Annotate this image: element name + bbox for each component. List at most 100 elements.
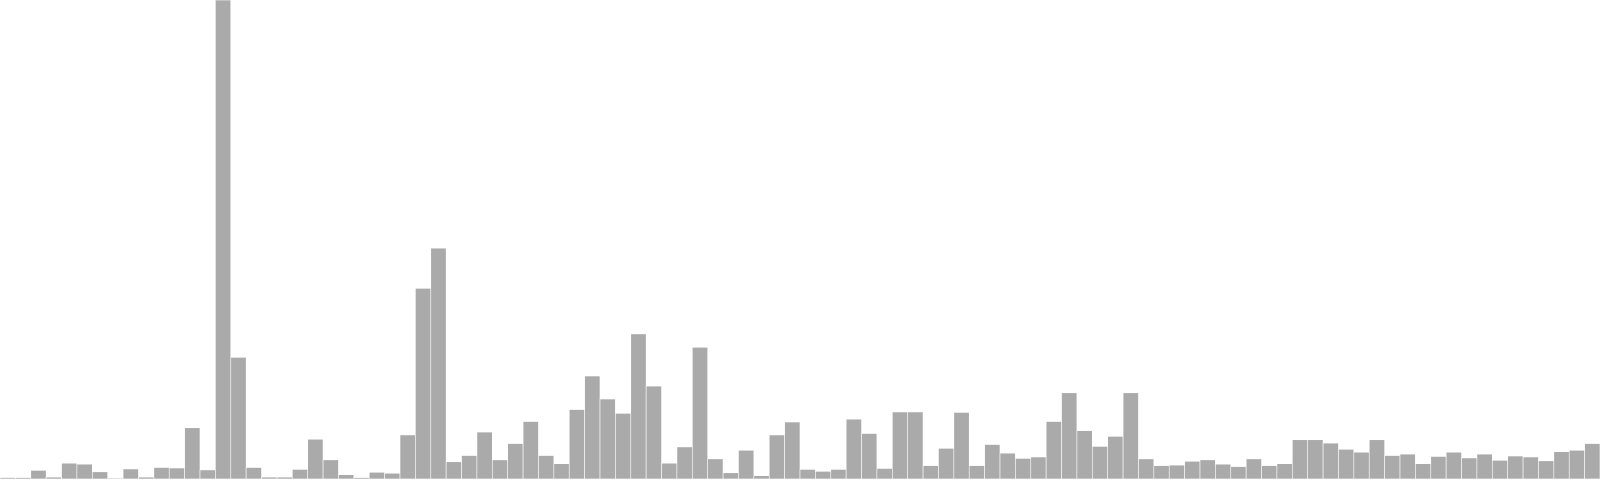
bar-95 xyxy=(1461,457,1478,480)
bar-31 xyxy=(476,431,493,480)
bar-72 xyxy=(1107,436,1124,480)
bar-82 xyxy=(1261,465,1278,480)
bar-84 xyxy=(1292,439,1308,480)
bar-43 xyxy=(661,462,678,480)
bar-42 xyxy=(645,385,662,480)
bar-11 xyxy=(168,467,185,480)
bar-46 xyxy=(707,458,724,480)
bar-56 xyxy=(861,433,878,480)
bar-4 xyxy=(61,462,78,480)
bar-71 xyxy=(1092,446,1108,480)
bar-94 xyxy=(1445,451,1462,480)
bar-30 xyxy=(461,455,478,480)
bar-36 xyxy=(553,463,570,480)
bar-86 xyxy=(1322,442,1339,480)
bar-90 xyxy=(1384,455,1401,480)
bar-15 xyxy=(230,357,247,480)
bar-9 xyxy=(138,476,155,480)
bar-34 xyxy=(522,421,539,480)
bar-53 xyxy=(815,471,832,480)
bar-103 xyxy=(1584,443,1600,480)
bar-73 xyxy=(1122,392,1139,480)
bar-59 xyxy=(907,411,924,480)
bar-20 xyxy=(307,438,324,480)
bar-2 xyxy=(30,470,47,480)
bar-7 xyxy=(107,477,124,480)
bar-96 xyxy=(1476,453,1493,480)
bar-99 xyxy=(1522,456,1539,480)
bar-10 xyxy=(153,467,170,480)
bar-80 xyxy=(1230,466,1247,480)
bar-66 xyxy=(1015,458,1032,480)
bar-63 xyxy=(968,465,985,480)
bar-29 xyxy=(445,461,462,480)
bar-83 xyxy=(1276,463,1293,480)
bar-85 xyxy=(1307,439,1324,480)
bar-88 xyxy=(1353,451,1370,480)
bar-52 xyxy=(799,469,816,480)
bar-0 xyxy=(0,477,16,480)
bar-81 xyxy=(1245,458,1262,480)
bar-17 xyxy=(261,476,278,480)
bar-62 xyxy=(953,412,970,480)
bar-37 xyxy=(568,409,585,480)
bar-65 xyxy=(999,452,1016,480)
bar-44 xyxy=(676,446,693,480)
bar-51 xyxy=(784,421,801,480)
bar-77 xyxy=(1184,460,1201,480)
bar-74 xyxy=(1138,458,1155,480)
bar-3 xyxy=(45,476,62,480)
bar-35 xyxy=(538,455,555,480)
bar-47 xyxy=(722,472,739,480)
bar-25 xyxy=(384,472,401,480)
bar-58 xyxy=(892,411,908,480)
bar-28 xyxy=(430,247,447,480)
bar-57 xyxy=(876,468,893,480)
bar-68 xyxy=(1045,421,1062,480)
bar-22 xyxy=(338,474,355,480)
bar-102 xyxy=(1568,449,1585,480)
bar-48 xyxy=(738,449,755,480)
bar-45 xyxy=(692,346,708,480)
bar-76 xyxy=(1168,464,1185,480)
bar-60 xyxy=(922,465,939,480)
bar-5 xyxy=(76,463,93,480)
bar-87 xyxy=(1338,448,1355,480)
bar-91 xyxy=(1399,453,1416,480)
bar-38 xyxy=(584,375,601,480)
bar-93 xyxy=(1430,456,1447,480)
bar-23 xyxy=(353,477,370,480)
bar-40 xyxy=(615,413,632,480)
bar-70 xyxy=(1076,430,1093,480)
bar-33 xyxy=(507,443,524,480)
bar-1 xyxy=(15,477,32,480)
bar-67 xyxy=(1030,456,1047,480)
bar-18 xyxy=(276,476,293,480)
bar-12 xyxy=(184,427,201,480)
bar-69 xyxy=(1061,392,1078,480)
bar-97 xyxy=(1492,460,1508,480)
bar-89 xyxy=(1368,439,1385,480)
bar-98 xyxy=(1507,455,1524,480)
bar-100 xyxy=(1538,460,1555,480)
bar-14 xyxy=(215,0,232,480)
bar-75 xyxy=(1153,465,1170,480)
bar-26 xyxy=(399,434,416,480)
bar-32 xyxy=(492,459,508,480)
bar-41 xyxy=(630,333,647,480)
bar-27 xyxy=(415,288,432,480)
bar-79 xyxy=(1215,463,1232,480)
bar-49 xyxy=(753,475,770,480)
bar-21 xyxy=(322,459,339,480)
bar-101 xyxy=(1553,451,1570,480)
bar-24 xyxy=(368,471,385,480)
bar-13 xyxy=(199,469,216,480)
bar-16 xyxy=(245,467,262,480)
bar-55 xyxy=(845,418,862,480)
bar-19 xyxy=(292,469,308,480)
bar-92 xyxy=(1415,463,1432,480)
bar-64 xyxy=(984,444,1001,480)
